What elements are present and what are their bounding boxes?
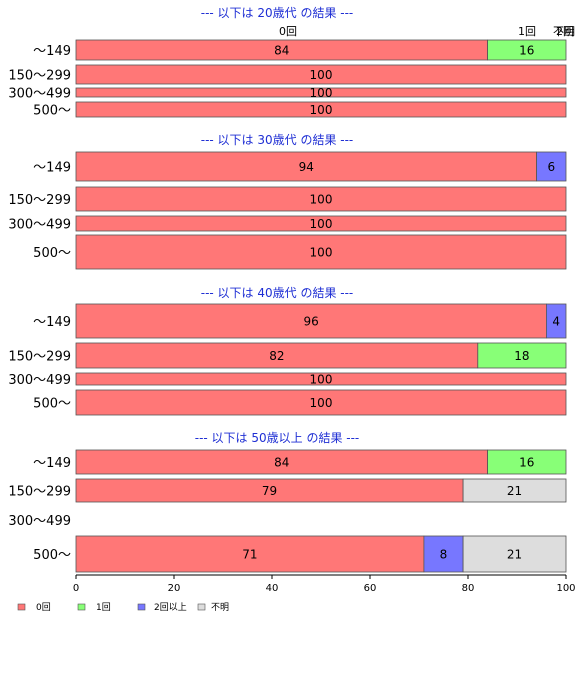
legend-label: 不明 (211, 602, 229, 613)
legend-label: 1回 (96, 602, 111, 613)
group-title: --- 以下は 50歳以上 の結果 --- (195, 431, 360, 445)
bar-value-label: 84 (274, 44, 289, 58)
bar-value-label: 71 (242, 548, 257, 562)
bar-segment (75, 372, 567, 386)
bar-value-label: 79 (262, 484, 277, 498)
row-label: 300～499 (8, 218, 71, 233)
row-label: 150～299 (8, 69, 71, 84)
bar-value-label: 6 (547, 160, 555, 174)
row-label: 150～299 (8, 485, 71, 500)
bar-segment (536, 151, 567, 182)
row-label: 300～499 (8, 87, 71, 102)
row-label: ～149 (33, 44, 71, 59)
bar-value-label: 100 (310, 246, 333, 260)
legend-swatch (137, 603, 146, 611)
bar-segment (462, 478, 567, 503)
row-label: 500～ (33, 397, 71, 412)
row-label: 150～299 (8, 193, 71, 208)
x-tick-label: 40 (266, 583, 279, 594)
bar-value-label: 84 (274, 456, 289, 470)
legend-label: 0回 (36, 602, 51, 613)
bar-segment (75, 303, 547, 339)
bar-value-label: 100 (310, 396, 333, 410)
bar-value-label: 16 (519, 456, 534, 470)
bar-segment (75, 234, 567, 270)
x-tick-label: 80 (462, 583, 475, 594)
row-label: 500～ (33, 548, 71, 563)
bar-value-label: 94 (299, 160, 314, 174)
bar-segment (75, 215, 567, 232)
x-tick-label: 20 (168, 583, 181, 594)
bar-segment (487, 449, 567, 475)
bar-segment (477, 342, 567, 369)
bar-segment (75, 87, 567, 98)
bar-value-label: 16 (519, 44, 534, 58)
x-tick-label: 0 (73, 583, 79, 594)
bar-segment (487, 39, 567, 61)
legend-swatch (197, 603, 206, 611)
bar-value-label: 4 (552, 315, 560, 329)
bar-value-label: 21 (507, 484, 522, 498)
bar-segment (75, 535, 425, 573)
row-label: ～149 (33, 315, 71, 330)
legend-label: 2回以上 (154, 602, 187, 613)
row-label: 300～499 (8, 373, 71, 388)
bar-value-label: 96 (304, 315, 319, 329)
bar-value-label: 100 (310, 217, 333, 231)
bar-segment (462, 535, 567, 573)
bar-segment (75, 64, 567, 85)
bar-value-label: 100 (310, 373, 333, 387)
bar-segment (546, 303, 567, 339)
top-category-label: 不明 (553, 25, 575, 38)
row-label: 300～499 (8, 514, 71, 529)
bar-value-label: 100 (310, 68, 333, 82)
row-label: 500～ (33, 246, 71, 261)
group-title: --- 以下は 20歳代 の結果 --- (201, 6, 354, 20)
bar-value-label: 100 (310, 86, 333, 100)
row-label: 150～299 (8, 350, 71, 365)
group-title: --- 以下は 40歳代 の結果 --- (201, 286, 354, 300)
x-tick-label: 60 (364, 583, 377, 594)
legend-swatch (17, 603, 26, 611)
top-category-label: 2回 (556, 25, 574, 38)
bar-segment (75, 186, 567, 212)
bar-segment (423, 535, 464, 573)
top-category-label: 0回 (279, 25, 297, 38)
group-title: --- 以下は 30歳代 の結果 --- (201, 133, 354, 147)
x-tick-label: 100 (556, 583, 575, 594)
top-category-label: 1回 (518, 25, 536, 38)
row-label: ～149 (33, 161, 71, 176)
bar-segment (75, 342, 479, 369)
bar-value-label: 21 (507, 548, 522, 562)
bar-segment (75, 449, 489, 475)
bar-value-label: 100 (310, 103, 333, 117)
bar-value-label: 100 (310, 193, 333, 207)
bar-segment (75, 101, 567, 118)
row-label: 500～ (33, 104, 71, 119)
bar-value-label: 82 (269, 349, 284, 363)
row-label: ～149 (33, 456, 71, 471)
bar-segment (75, 151, 538, 182)
bar-segment (75, 389, 567, 416)
legend-swatch (77, 603, 86, 611)
bar-value-label: 18 (514, 349, 529, 363)
bar-value-label: 8 (440, 548, 448, 562)
